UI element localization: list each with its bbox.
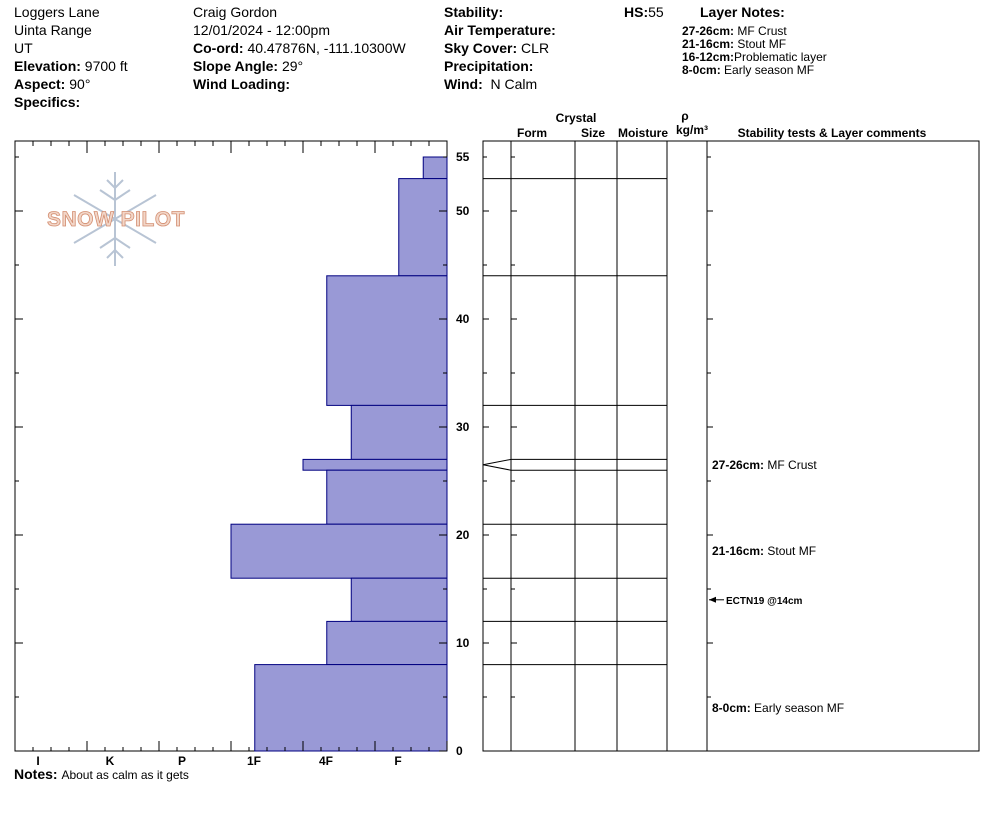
range: Uinta Range	[14, 22, 92, 38]
snowpilot-logo: SNOW PILOT	[47, 172, 185, 266]
depth-tick-label: 40	[456, 312, 470, 326]
slope-label: Slope Angle:	[193, 58, 279, 74]
layer-boundary	[482, 458, 667, 466]
air-temp-label: Air Temperature:	[444, 22, 556, 38]
wind-loading-label: Wind Loading:	[193, 76, 291, 92]
moisture-header: Moisture	[618, 126, 668, 140]
slope-value: 29°	[281, 58, 304, 74]
layer-comment-text: Early season MF	[751, 701, 844, 715]
layer-comment: 27-26cm: MF Crust	[712, 458, 817, 472]
hardness-bar	[422, 156, 448, 180]
hardness-bar	[230, 523, 448, 579]
snowflake-icon	[73, 172, 157, 266]
layer-note: 27-26cm: MF Crust	[682, 24, 787, 38]
layer-notes-label: Layer Notes:	[700, 4, 785, 20]
specifics-label: Specifics:	[14, 94, 81, 110]
logo-text: SNOW PILOT	[47, 208, 185, 231]
stability-comments-header: Stability tests & Layer comments	[738, 126, 927, 140]
rho-header: ρ	[681, 109, 688, 123]
layer-comment-range: 21-16cm:	[712, 544, 764, 558]
wind-label: Wind:	[444, 76, 483, 92]
size-header: Size	[581, 126, 605, 140]
datetime: 12/01/2024 - 12:00pm	[193, 22, 330, 38]
layer-boundaries	[482, 178, 667, 666]
depth-tick-label: 0	[456, 744, 463, 758]
hardness-bar	[326, 275, 448, 406]
density-unit-header: kg/m³	[676, 123, 708, 137]
hardness-bar	[350, 577, 448, 622]
hardness-tick-label: I	[36, 754, 39, 768]
form-header: Form	[517, 126, 547, 140]
layer-comment-range: 27-26cm:	[712, 458, 764, 472]
observer: Craig Gordon	[193, 4, 278, 20]
hardness-bar	[254, 664, 448, 752]
depth-axis: 0 10 20 30 40 50 55	[15, 150, 470, 758]
top-ticks	[14, 141, 448, 153]
layer-table	[482, 140, 980, 752]
aspect-label: Aspect:	[14, 76, 66, 92]
coord-value: 40.47876N, -111.10300W	[247, 40, 406, 56]
hardness-bar	[326, 469, 448, 525]
location: Loggers Lane	[14, 4, 100, 20]
hardness-bar	[398, 178, 448, 277]
hardness-bar	[326, 620, 448, 666]
depth-tick-label: 55	[456, 150, 470, 164]
stability-arrow-head	[709, 596, 716, 603]
layer-comment: 8-0cm: Early season MF	[712, 701, 844, 715]
hs-label: HS:	[624, 4, 649, 20]
elevation-label: Elevation:	[14, 58, 81, 74]
hardness-tick-label: 1F	[247, 754, 261, 768]
aspect-value: 90°	[69, 76, 91, 92]
notes-text: About as calm as it gets	[61, 768, 189, 782]
layer-comment-range: 8-0cm:	[712, 701, 751, 715]
depth-tick-label: 20	[456, 528, 470, 542]
hardness-bars	[230, 156, 448, 752]
hs-value: 55	[648, 4, 664, 20]
table-ticks	[483, 156, 713, 752]
sky-label: Sky Cover:	[444, 40, 518, 56]
sky-value: CLR	[521, 40, 550, 56]
crystal-header: Crystal	[556, 111, 597, 125]
elevation-value: 9700 ft	[84, 58, 128, 74]
stability-label: Stability:	[444, 4, 504, 20]
hardness-tick-label: F	[394, 754, 401, 768]
hardness-tick-label: K	[106, 754, 115, 768]
layer-comment-text: Stout MF	[764, 544, 816, 558]
column-headers: Crystal Form Size Moisture ρ kg/m³ Stabi…	[517, 109, 927, 140]
depth-tick-label: 50	[456, 204, 470, 218]
layer-note: 16-12cm:Problematic layer	[682, 50, 827, 64]
hardness-tick-label: P	[178, 754, 186, 768]
hardness-bar	[350, 404, 448, 460]
layer-note: 21-16cm: Stout MF	[682, 37, 787, 51]
notes-label: Notes:	[14, 766, 58, 782]
coord-label: Co-ord:	[193, 40, 244, 56]
layer-note: 8-0cm: Early season MF	[682, 63, 815, 77]
hardness-tick-label: 4F	[319, 754, 333, 768]
hardness-bar	[302, 458, 448, 471]
stability-test-label: ECTN19 @14cm	[726, 596, 803, 607]
hardness-axis: F 4F 1F P K I	[14, 741, 448, 768]
layer-boundary	[482, 464, 667, 471]
layer-comment: 21-16cm: Stout MF	[712, 544, 816, 558]
precip-label: Precipitation:	[444, 58, 534, 74]
stability-test-marker: ECTN19 @14cm	[709, 596, 803, 607]
layer-comments: 27-26cm: MF Crust 21-16cm: Stout MF 8-0cm:…	[712, 458, 844, 715]
state: UT	[14, 40, 33, 56]
layer-table-frame	[482, 140, 980, 752]
depth-tick-label: 10	[456, 636, 470, 650]
depth-tick-label: 30	[456, 420, 470, 434]
wind-value: N Calm	[490, 76, 538, 92]
notes: Notes: About as calm as it gets	[14, 766, 189, 783]
layer-comment-text: MF Crust	[764, 458, 817, 472]
